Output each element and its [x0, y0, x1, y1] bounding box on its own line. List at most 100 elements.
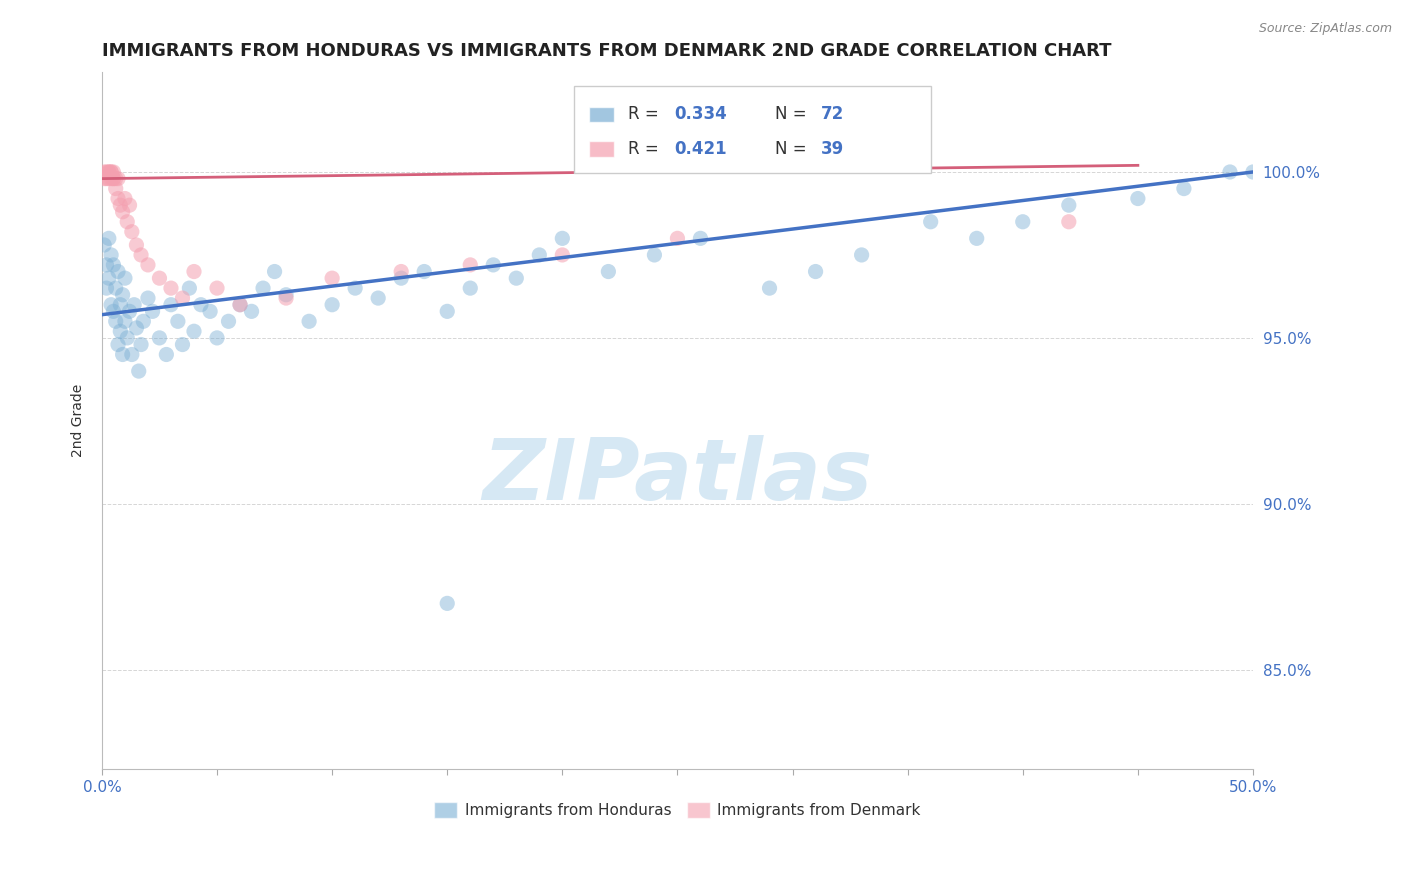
Point [367, 291, 389, 305]
Point [160, 281, 183, 295]
Point [198, 304, 221, 318]
Point [851, 248, 873, 262]
Point [136, 291, 159, 305]
Point [93, 238, 115, 252]
Point [100, 248, 122, 262]
Point [111, 204, 134, 219]
Point [115, 331, 138, 345]
Point [103, 304, 125, 318]
Point [122, 298, 145, 312]
Text: N =: N = [775, 140, 813, 158]
Point [263, 264, 285, 278]
Point [389, 271, 412, 285]
Y-axis label: 2nd Grade: 2nd Grade [72, 384, 86, 458]
Point [121, 347, 143, 361]
Point [107, 264, 129, 278]
Point [321, 298, 343, 312]
Text: R =: R = [628, 105, 664, 123]
Point [183, 264, 205, 278]
Point [132, 314, 155, 328]
Point [529, 248, 551, 262]
Point [129, 248, 152, 262]
Point [115, 215, 138, 229]
Text: ZIPatlas: ZIPatlas [482, 435, 873, 518]
Point [93, 165, 115, 179]
Text: Source: ZipAtlas.com: Source: ZipAtlas.com [1258, 22, 1392, 36]
Point [107, 337, 129, 351]
Point [148, 331, 170, 345]
FancyBboxPatch shape [589, 142, 614, 157]
Point [218, 314, 240, 328]
Point [100, 165, 122, 179]
Point [110, 298, 132, 312]
Text: 0.421: 0.421 [673, 140, 727, 158]
Point [103, 171, 125, 186]
Point [148, 271, 170, 285]
Point [125, 321, 148, 335]
Text: IMMIGRANTS FROM HONDURAS VS IMMIGRANTS FROM DENMARK 2ND GRADE CORRELATION CHART: IMMIGRANTS FROM HONDURAS VS IMMIGRANTS F… [101, 42, 1111, 60]
Point [758, 281, 780, 295]
Point [104, 181, 127, 195]
Point [96, 258, 118, 272]
Point [114, 271, 136, 285]
Point [114, 314, 136, 328]
Point [107, 192, 129, 206]
Point [129, 337, 152, 351]
Point [389, 264, 412, 278]
Point [121, 225, 143, 239]
Point [1011, 215, 1033, 229]
Point [107, 171, 129, 186]
Point [413, 264, 436, 278]
Point [142, 304, 165, 318]
Point [190, 298, 212, 312]
Point [111, 347, 134, 361]
Point [97, 271, 120, 285]
Point [103, 258, 125, 272]
Point [118, 304, 141, 318]
Text: R =: R = [628, 140, 664, 158]
Point [96, 171, 118, 186]
Legend: Immigrants from Honduras, Immigrants from Denmark: Immigrants from Honduras, Immigrants fro… [429, 797, 927, 824]
Point [114, 192, 136, 206]
Point [274, 291, 297, 305]
Point [110, 198, 132, 212]
Point [96, 281, 118, 295]
Text: N =: N = [775, 105, 813, 123]
Point [104, 314, 127, 328]
Point [252, 281, 274, 295]
Point [551, 248, 574, 262]
Point [689, 231, 711, 245]
Point [666, 231, 689, 245]
Point [205, 281, 228, 295]
Point [93, 171, 115, 186]
FancyBboxPatch shape [589, 106, 614, 122]
Point [160, 298, 183, 312]
Point [104, 171, 127, 186]
Point [128, 364, 150, 378]
Point [125, 238, 148, 252]
Point [118, 198, 141, 212]
Point [804, 264, 827, 278]
Point [551, 231, 574, 245]
Point [183, 324, 205, 338]
Point [1057, 215, 1080, 229]
Point [179, 281, 201, 295]
Point [97, 171, 120, 186]
Point [1057, 198, 1080, 212]
Point [643, 248, 665, 262]
Point [966, 231, 988, 245]
Text: 39: 39 [821, 140, 845, 158]
Point [482, 258, 505, 272]
Point [1219, 165, 1241, 179]
Point [205, 331, 228, 345]
Point [1173, 181, 1195, 195]
Point [97, 165, 120, 179]
Point [97, 165, 120, 179]
Point [321, 271, 343, 285]
Point [111, 287, 134, 301]
Text: 72: 72 [821, 105, 845, 123]
Point [97, 231, 120, 245]
Point [1241, 165, 1264, 179]
Point [103, 165, 125, 179]
Point [100, 298, 122, 312]
